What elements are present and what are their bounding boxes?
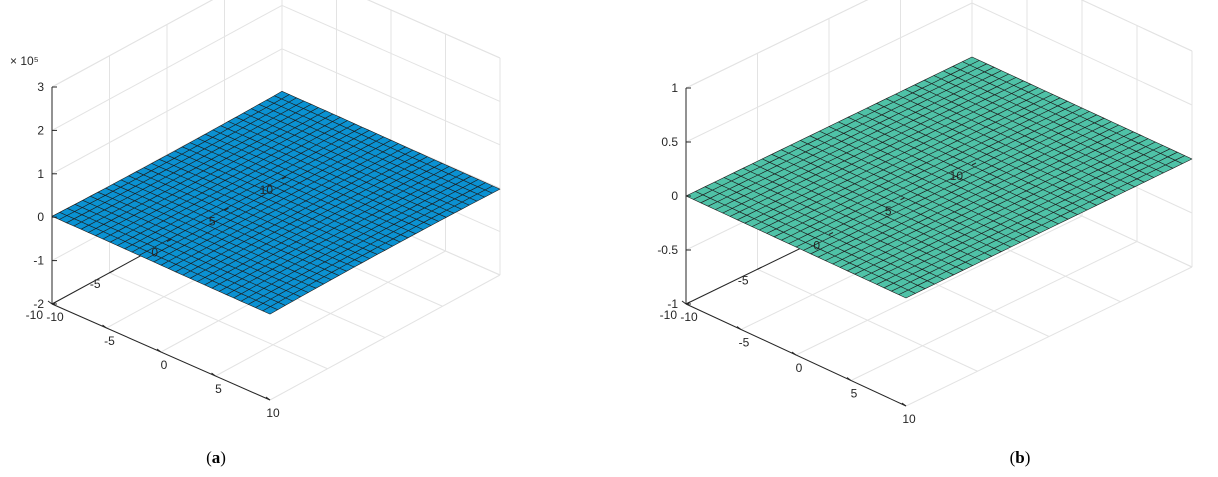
x-tick-mark	[681, 300, 687, 305]
box-edge	[1080, 0, 1193, 52]
caption-b: (b)	[1010, 448, 1031, 467]
box-edge	[685, 0, 869, 89]
caption-a: (a)	[206, 448, 226, 467]
surface-patch	[962, 56, 980, 66]
x-tick-mark	[791, 351, 797, 356]
y-tick-label: -10	[26, 308, 44, 322]
z-tick-label: 3	[37, 80, 44, 94]
x-tick-label: 5	[215, 382, 222, 396]
y-tick-label: 10	[260, 183, 274, 197]
x-tick-mark	[901, 402, 907, 407]
y-tick-label: 5	[209, 214, 216, 228]
z-tick-label: 0.5	[661, 135, 678, 149]
y-tick-mark	[757, 266, 762, 270]
surface-patch	[273, 91, 290, 100]
y-tick-mark	[900, 197, 905, 201]
x-tick-mark	[846, 377, 852, 381]
z-tick-label: -1	[667, 297, 678, 311]
y-tick-mark	[109, 270, 114, 274]
z-tick-label: 1	[671, 81, 678, 95]
y-tick-label: 0	[813, 239, 820, 253]
y-tick-mark	[224, 207, 229, 211]
y-tick-label: 5	[885, 204, 892, 218]
y-tick-label: -10	[660, 308, 678, 322]
z-tick-label: 2	[37, 123, 44, 137]
x-tick-mark	[102, 324, 107, 329]
x-tick-label: -5	[104, 334, 115, 348]
grid-line-y	[109, 272, 328, 370]
x-tick-mark	[211, 372, 216, 377]
y-tick-label: 10	[950, 169, 964, 183]
box-edge	[367, 0, 501, 59]
y-tick-label: -5	[90, 277, 101, 291]
z-tick-label: 1	[37, 167, 44, 181]
y-tick-mark	[166, 239, 172, 242]
z-tick-label: 0	[37, 210, 44, 224]
y-tick-label: 0	[151, 246, 158, 260]
x-tick-mark	[156, 348, 162, 353]
box-edge	[51, 0, 214, 88]
grid-line-y	[757, 268, 978, 372]
z-exponent-label: × 10⁵	[10, 54, 39, 68]
x-tick-label: -5	[739, 336, 750, 350]
x-tick-label: 10	[902, 412, 916, 426]
x-tick-label: 10	[266, 406, 280, 420]
z-tick-label: -2	[33, 297, 44, 311]
x-tick-mark	[265, 396, 271, 401]
y-tick-label: -5	[738, 273, 749, 287]
y-tick-mark	[281, 176, 287, 180]
y-tick-mark	[51, 301, 57, 305]
y-tick-mark	[828, 232, 834, 235]
x-tick-label: 0	[161, 358, 168, 372]
x-tick-label: 5	[851, 387, 858, 401]
y-tick-mark	[971, 162, 977, 166]
z-tick-label: -1	[33, 254, 44, 268]
x-tick-mark	[47, 300, 53, 305]
y-tick-mark	[685, 301, 691, 305]
x-tick-label: 0	[796, 361, 803, 375]
z-tick-label: 0	[671, 189, 678, 203]
surface-plot-b: -1 -0.5 0 0.5 1 -10 -5 0 5 10 -10 -5 0 5 10	[657, 0, 1193, 426]
x-tick-label: -10	[46, 310, 64, 324]
x-tick-mark	[736, 326, 742, 330]
x-tick-label: -10	[680, 310, 698, 324]
z-tick-label: -0.5	[657, 243, 678, 257]
